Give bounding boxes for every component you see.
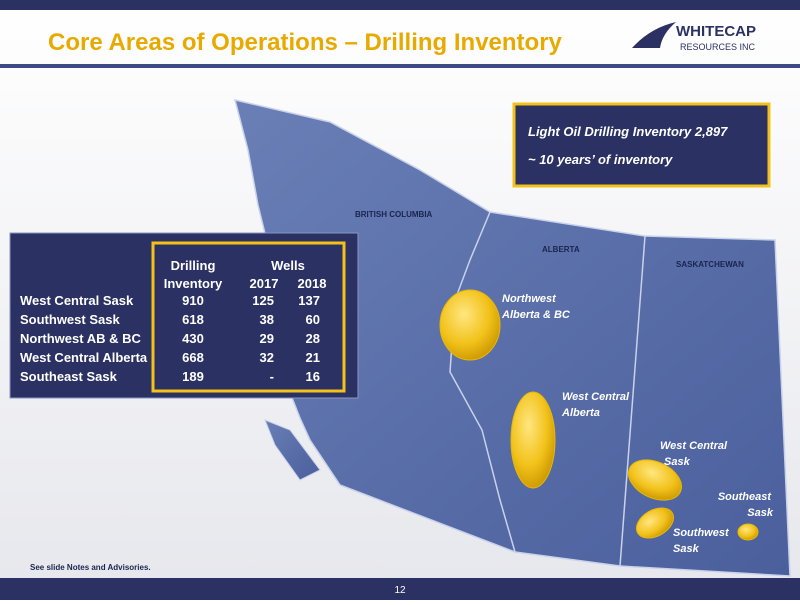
column-header: Inventory bbox=[164, 276, 223, 291]
province-label: SASKATCHEWAN bbox=[676, 260, 744, 269]
inventory-cell: 910 bbox=[182, 293, 204, 308]
wells-2018-cell: 21 bbox=[306, 350, 320, 365]
area-label: Sask bbox=[673, 543, 700, 555]
logo-mark bbox=[632, 22, 676, 48]
footnote: See slide Notes and Advisories. bbox=[30, 563, 151, 572]
wells-2017-cell: 29 bbox=[260, 331, 274, 346]
row-label: Southeast Sask bbox=[20, 369, 118, 384]
top-strip bbox=[0, 0, 800, 10]
area-ellipse bbox=[636, 507, 674, 539]
callout-line: ~ 10 years’ of inventory bbox=[528, 152, 673, 167]
area-ellipse bbox=[628, 459, 682, 501]
area-label: Sask bbox=[747, 507, 774, 519]
border-ab-sk bbox=[619, 235, 646, 567]
area-label: West Central bbox=[660, 440, 728, 452]
footer-bar bbox=[0, 578, 800, 600]
wells-2018-cell: 28 bbox=[306, 331, 320, 346]
province-label: ALBERTA bbox=[542, 245, 580, 254]
row-label: West Central Sask bbox=[20, 293, 134, 308]
map-island bbox=[264, 419, 321, 481]
column-header: Drilling bbox=[171, 258, 216, 273]
column-header: 2017 bbox=[250, 276, 279, 291]
table-highlight bbox=[151, 241, 346, 393]
logo-name: WHITECAP bbox=[676, 23, 756, 40]
area-ellipse bbox=[510, 391, 556, 489]
area-label: Southeast bbox=[718, 491, 773, 503]
area-label: West Central bbox=[562, 391, 630, 403]
page-number: 12 bbox=[394, 585, 406, 596]
inventory-cell: 618 bbox=[182, 312, 204, 327]
table-box bbox=[9, 232, 359, 399]
area-label: Alberta & BC bbox=[501, 309, 571, 321]
area-label: Alberta bbox=[561, 407, 600, 419]
province-label: BRITISH COLUMBIA bbox=[355, 210, 433, 219]
callout-line: Light Oil Drilling Inventory 2,897 bbox=[528, 124, 728, 139]
header-rule bbox=[0, 64, 800, 68]
wells-2017-cell: - bbox=[270, 369, 274, 384]
area-label: Sask bbox=[664, 456, 691, 468]
inventory-cell: 189 bbox=[182, 369, 204, 384]
title: Core Areas of Operations – Drilling Inve… bbox=[48, 29, 563, 56]
row-label: West Central Alberta bbox=[20, 350, 148, 365]
area-ellipse bbox=[737, 523, 759, 541]
area-label: Northwest bbox=[502, 293, 557, 305]
wells-2018-cell: 137 bbox=[298, 293, 320, 308]
row-label: Southwest Sask bbox=[20, 312, 120, 327]
area-label: Southwest bbox=[673, 527, 730, 539]
row-label: Northwest AB & BC bbox=[20, 331, 141, 346]
inventory-cell: 430 bbox=[182, 331, 204, 346]
inventory-cell: 668 bbox=[182, 350, 204, 365]
column-header: 2018 bbox=[298, 276, 327, 291]
callout-box bbox=[512, 102, 771, 188]
wells-2017-cell: 38 bbox=[260, 312, 274, 327]
wells-2017-cell: 32 bbox=[260, 350, 274, 365]
column-header: Wells bbox=[271, 258, 305, 273]
table-rows: West Central Sask 910 125 137 Southwest Sask… bbox=[20, 293, 320, 384]
area-ellipse bbox=[439, 289, 501, 361]
wells-2017-cell: 125 bbox=[252, 293, 274, 308]
border-bc-ab bbox=[449, 211, 516, 553]
logo-sub: RESOURCES INC bbox=[680, 42, 756, 52]
wells-2018-cell: 60 bbox=[306, 312, 320, 327]
wells-2018-cell: 16 bbox=[306, 369, 320, 384]
